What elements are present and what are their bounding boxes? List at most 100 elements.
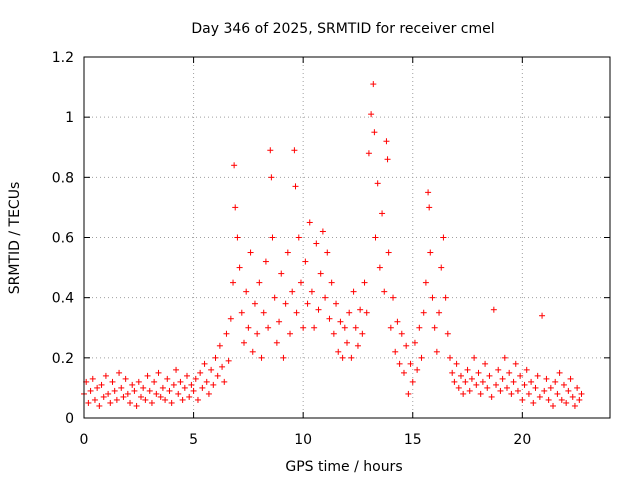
data-point: [493, 381, 500, 388]
data-point: [506, 369, 513, 376]
data-point: [278, 270, 285, 277]
data-point: [370, 81, 377, 88]
data-point: [354, 342, 361, 349]
data-point: [442, 294, 449, 301]
data-point: [273, 339, 280, 346]
data-point: [254, 330, 261, 337]
data-point: [120, 393, 127, 400]
plot-frame: [83, 56, 611, 419]
data-point: [429, 294, 436, 301]
data-point: [238, 309, 245, 316]
data-point: [276, 318, 283, 325]
data-point: [129, 381, 136, 388]
data-point: [148, 399, 155, 406]
data-point: [479, 378, 486, 385]
data-point: [240, 339, 247, 346]
data-point: [118, 384, 125, 391]
data-point: [282, 300, 289, 307]
data-point: [379, 210, 386, 217]
data-point: [394, 318, 401, 325]
data-point: [155, 369, 162, 376]
data-point: [444, 330, 451, 337]
data-point: [221, 378, 228, 385]
data-point: [385, 249, 392, 256]
data-point: [192, 375, 199, 382]
data-point: [142, 396, 149, 403]
data-point: [262, 258, 269, 265]
data-point: [140, 384, 147, 391]
data-point: [210, 381, 217, 388]
data-point: [289, 288, 296, 295]
y-tick-label: 1: [65, 110, 74, 126]
y-tick-label: 0.8: [52, 170, 74, 186]
data-point: [462, 378, 469, 385]
data-point: [265, 324, 272, 331]
data-point: [219, 363, 226, 370]
data-point: [292, 183, 299, 190]
data-point: [530, 399, 537, 406]
data-point: [251, 300, 258, 307]
data-point: [440, 234, 447, 241]
x-tick-label: 0: [80, 432, 89, 448]
data-point: [464, 366, 471, 373]
data-point: [231, 162, 238, 169]
data-point: [100, 393, 107, 400]
data-point: [427, 249, 434, 256]
data-point: [374, 180, 381, 187]
data-point: [497, 387, 504, 394]
x-tick-label: 15: [404, 432, 422, 448]
data-point: [190, 387, 197, 394]
data-point: [525, 390, 532, 397]
data-point: [449, 369, 456, 376]
data-point: [135, 378, 142, 385]
data-point: [258, 354, 265, 361]
data-point: [365, 150, 372, 157]
data-point: [486, 372, 493, 379]
data-point: [556, 369, 563, 376]
data-point: [326, 315, 333, 322]
data-point: [164, 375, 171, 382]
data-point: [517, 372, 524, 379]
data-point: [376, 264, 383, 271]
data-point: [144, 372, 151, 379]
data-point: [111, 387, 118, 394]
data-point: [201, 360, 208, 367]
data-point: [558, 396, 565, 403]
data-point: [396, 360, 403, 367]
data-point: [539, 312, 546, 319]
data-point: [249, 348, 256, 355]
x-tick-label: 20: [513, 432, 531, 448]
data-point: [523, 366, 530, 373]
data-point: [357, 306, 364, 313]
y-tick-label: 0.4: [52, 291, 74, 307]
data-point: [199, 384, 206, 391]
data-point: [543, 375, 550, 382]
data-point: [451, 378, 458, 385]
data-point: [578, 390, 585, 397]
data-point: [236, 264, 243, 271]
data-point: [89, 375, 96, 382]
data-point: [131, 387, 138, 394]
data-point: [212, 354, 219, 361]
data-point: [208, 366, 215, 373]
data-point: [159, 384, 166, 391]
data-point: [387, 324, 394, 331]
data-point: [574, 384, 581, 391]
data-point: [317, 270, 324, 277]
data-point: [560, 381, 567, 388]
data-point: [319, 228, 326, 235]
data-point: [503, 384, 510, 391]
data-point: [488, 393, 495, 400]
data-point: [460, 390, 467, 397]
data-point: [426, 204, 433, 211]
x-axis-label: GPS time / hours: [285, 459, 402, 475]
data-point: [166, 387, 173, 394]
data-point: [94, 384, 101, 391]
data-point: [109, 378, 116, 385]
data-point: [455, 384, 462, 391]
data-point: [216, 342, 223, 349]
data-point: [528, 378, 535, 385]
data-point: [352, 324, 359, 331]
data-point: [569, 393, 576, 400]
